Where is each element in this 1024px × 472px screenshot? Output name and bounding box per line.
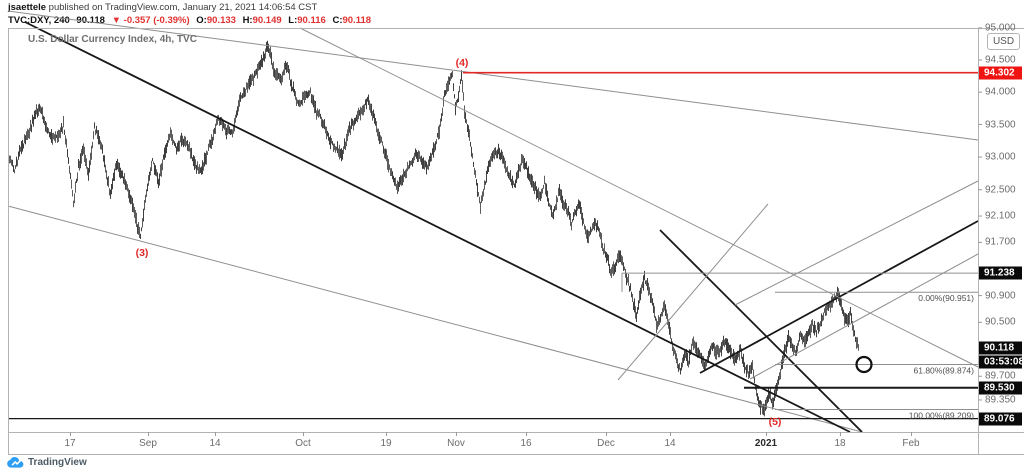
symbol-ohlc-bar: TVC:DXY, 240 90.118 ▼ -0.357 (-0.39%) O:… [8,15,371,26]
time-tick-14: 14 [209,438,221,449]
price-tick-94.000: 94.000 [985,86,1016,98]
byline: jsaettele published on TradingView.com, … [8,2,317,13]
time-tick-18: 18 [834,438,846,449]
open-label: O: [196,14,207,26]
bar-countdown-badge: 03:53:08 [979,355,1024,369]
time-tick-19: 19 [380,438,392,449]
candlestick-series[interactable] [8,46,859,417]
logo-text: TradingView [28,457,87,468]
trendline[interactable] [7,205,863,433]
price-tick-94.500: 94.500 [985,54,1016,66]
price-tick-89.700: 89.700 [985,370,1016,382]
price-badge-94.302: 94.302 [979,66,1022,80]
fib-level-label: 61.80%(89.874) [914,365,975,375]
fib-level-label: 100.00%(89.209) [909,411,974,421]
byline-text: published on TradingView.com, January 21… [46,2,318,13]
high-value: 90.149 [252,14,282,26]
time-tick-17: 17 [64,438,76,449]
open-value: 90.133 [206,14,236,26]
time-axis[interactable]: 17 Sep 14 Oct 19 Nov 16 Dec 14 2021 18 Feb [8,432,978,455]
price-tick-95.000: 95.000 [985,22,1016,34]
trendline[interactable] [24,21,851,433]
wave-label-4: (4) [456,57,469,69]
trendline[interactable] [749,253,979,380]
price-tick-92.500: 92.500 [985,184,1016,196]
candlestick-series[interactable] [12,40,856,416]
price-badge-91.238: 91.238 [979,266,1022,280]
time-tick-Oct: Oct [295,438,311,449]
close-value: 90.118 [342,14,372,26]
price-tick-91.700: 91.700 [985,236,1016,248]
symbol-label: TVC:DXY, 240 [8,14,70,26]
trendline[interactable] [617,203,769,381]
byline-author: jsaettele [8,2,47,13]
time-tick-Feb: Feb [902,438,920,449]
tradingview-logo[interactable]: TradingView [7,457,87,468]
price-badge-89.076: 89.076 [979,412,1022,426]
trendline[interactable] [7,10,979,141]
close-label: C: [332,14,343,26]
trendline[interactable] [299,27,979,368]
time-tick-Dec: Dec [597,438,615,449]
wave-label-3: (3) [136,247,149,259]
highlight-circle[interactable] [855,355,873,374]
price-tick-93.500: 93.500 [985,119,1016,131]
price-axis[interactable]: USD 95.000 94.500 94.000 93.500 93.000 92.500… [978,22,1024,455]
price-tick-92.100: 92.100 [985,210,1016,222]
high-label: H: [242,14,253,26]
price-tick-93.000: 93.000 [985,151,1016,163]
fib-level-label: 0.00%(90.951) [918,293,974,303]
low-label: L: [288,14,298,26]
time-tick-16: 16 [520,438,532,449]
time-tick-2021: 2021 [754,438,778,449]
price-change: ▼ -0.357 (-0.39%) [111,14,190,26]
chart-title: U.S. Dollar Currency Index, 4h, TVC [28,34,197,45]
trendline[interactable] [659,229,863,433]
price-tick-90.900: 90.900 [985,290,1016,302]
price-tick-90.500: 90.500 [985,316,1016,328]
trendline[interactable] [734,180,979,306]
time-tick-14: 14 [664,438,676,449]
cloud-icon [7,457,24,468]
last-price: 90.118 [76,14,105,26]
price-tick-89.350: 89.350 [985,394,1016,406]
price-badge-89.530: 89.530 [979,381,1022,395]
wave-label-5: (5) [769,416,782,428]
price-badge-90.118: 90.118 [979,341,1022,355]
low-value: 90.116 [297,14,326,26]
time-tick-Nov: Nov [447,438,465,449]
time-tick-Sep: Sep [139,438,157,449]
usd-button[interactable]: USD [987,33,1020,50]
